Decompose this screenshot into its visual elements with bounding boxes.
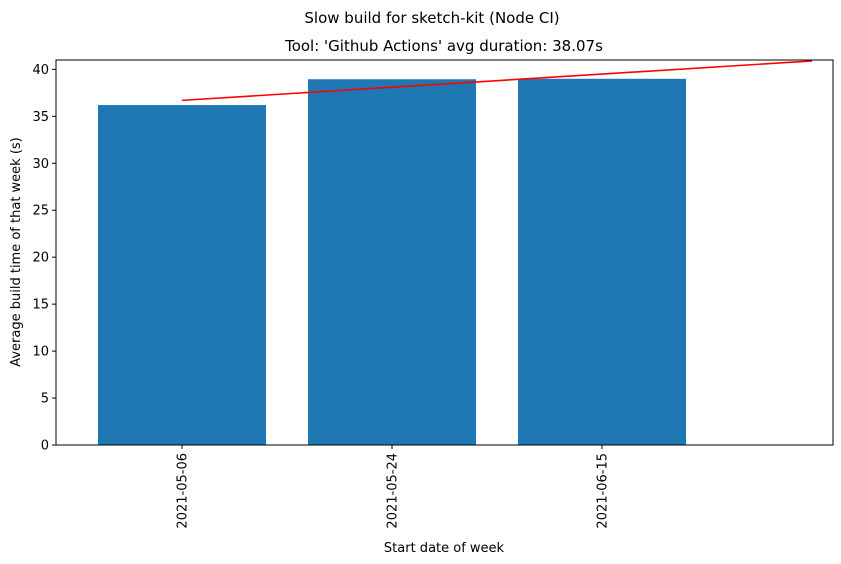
bar-2021-06-15 — [518, 78, 686, 445]
chart-suptitle: Slow build for sketch-kit (Node CI) — [304, 9, 559, 27]
y-tick-label: 5 — [41, 392, 49, 407]
bar-2021-05-24 — [308, 79, 476, 445]
y-axis-ticks: 0 5 10 15 20 25 30 35 40 — [32, 63, 56, 454]
y-tick-label: 40 — [32, 63, 49, 78]
bar-2021-05-06 — [98, 105, 266, 445]
y-tick-label: 35 — [32, 110, 49, 125]
trend-group — [181, 60, 813, 102]
y-tick-label: 25 — [32, 204, 49, 219]
x-tick-label: 2021-05-06 — [176, 453, 191, 529]
x-tick-label: 2021-06-15 — [596, 453, 611, 529]
y-tick-label: 15 — [32, 298, 49, 313]
y-axis-label: Average build time of that week (s) — [9, 137, 24, 367]
y-tick-label: 30 — [32, 157, 49, 172]
y-tick-label: 0 — [41, 439, 49, 454]
x-axis-ticks: 2021-05-06 2021-05-24 2021-06-15 — [176, 445, 611, 529]
trend-line — [181, 60, 813, 102]
y-tick-label: 10 — [32, 345, 49, 360]
chart-title: Tool: 'Github Actions' avg duration: 38.… — [284, 37, 603, 55]
bars-group — [98, 78, 686, 445]
y-tick-label: 20 — [32, 251, 49, 266]
x-tick-label: 2021-05-24 — [386, 453, 401, 529]
x-axis-label: Start date of week — [384, 541, 505, 556]
plot-frame — [55, 59, 834, 446]
